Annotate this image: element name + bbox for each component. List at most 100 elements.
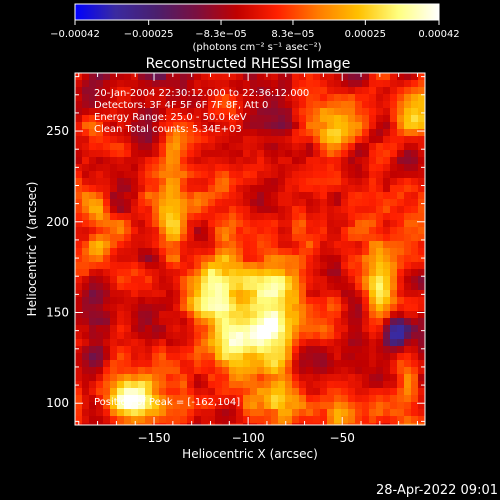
heatmap-cell [152,136,160,144]
heatmap-cell [96,171,104,179]
heatmap-cell [131,346,139,354]
heatmap-cell [89,318,97,326]
heatmap-cell [138,150,146,158]
heatmap-cell [313,101,321,109]
heatmap-cell [404,164,412,172]
heatmap-cell [222,108,230,116]
heatmap-cell [257,213,265,221]
heatmap-cell [159,395,167,403]
heatmap-cell [145,318,153,326]
heatmap-cell [82,262,90,270]
heatmap-cell [180,381,188,389]
heatmap-cell [383,115,391,123]
heatmap-cell [215,402,223,410]
heatmap-cell [355,423,363,426]
heatmap-cell [89,143,97,151]
heatmap-cell [341,115,349,123]
heatmap-cell [152,150,160,158]
heatmap-cell [110,80,118,88]
heatmap-cell [208,402,216,410]
heatmap-cell [376,276,384,284]
heatmap-cell [257,311,265,319]
heatmap-cell [334,150,342,158]
heatmap-cell [117,402,125,410]
heatmap-cell [313,185,321,193]
heatmap-cell [222,206,230,214]
heatmap-cell [257,143,265,151]
heatmap-cell [187,164,195,172]
heatmap-cell [124,339,132,347]
heatmap-cell [201,409,209,417]
heatmap-cell [418,276,426,284]
heatmap-cell [341,227,349,235]
heatmap-cell [348,255,356,263]
heatmap-cell [96,388,104,396]
heatmap-cell [390,416,398,424]
heatmap-cell [292,192,300,200]
heatmap-cell [292,129,300,137]
heatmap-cell [236,220,244,228]
heatmap-cell [362,339,370,347]
heatmap-cell [292,143,300,151]
heatmap-cell [299,388,307,396]
heatmap-cell [187,395,195,403]
heatmap-cell [292,409,300,417]
heatmap-cell [299,409,307,417]
heatmap-cell [187,206,195,214]
heatmap-cell [187,367,195,375]
heatmap-cell [103,87,111,95]
heatmap-cell [243,206,251,214]
heatmap-cell [145,220,153,228]
heatmap-cell [299,381,307,389]
heatmap-cell [166,122,174,130]
heatmap-cell [180,339,188,347]
heatmap-cell [131,276,139,284]
heatmap-cell [369,311,377,319]
heatmap-cell [292,206,300,214]
heatmap-cell [131,255,139,263]
heatmap-cell [264,353,272,361]
heatmap-cell [236,143,244,151]
heatmap-cell [145,185,153,193]
heatmap-cell [320,220,328,228]
heatmap-cell [138,269,146,277]
heatmap-cell [173,150,181,158]
heatmap-cell [313,381,321,389]
heatmap-cell [222,332,230,340]
heatmap-cell [124,325,132,333]
heatmap-cell [222,122,230,130]
heatmap-cell [404,227,412,235]
heatmap-cell [166,171,174,179]
heatmap-cell [355,297,363,305]
heatmap-cell [201,199,209,207]
heatmap-cell [152,164,160,172]
heatmap-cell [292,269,300,277]
heatmap-cell [96,157,104,165]
heatmap-cell [145,199,153,207]
heatmap-cell [159,80,167,88]
heatmap-cell [194,227,202,235]
heatmap-cell [334,136,342,144]
heatmap-cell [390,311,398,319]
heatmap-cell [215,374,223,382]
heatmap-cell [376,255,384,263]
heatmap-cell [173,94,181,102]
heatmap-cell [369,409,377,417]
heatmap-cell [96,360,104,368]
heatmap-cell [383,346,391,354]
heatmap-cell [306,199,314,207]
heatmap-cell [271,255,279,263]
heatmap-cell [152,255,160,263]
heatmap-cell [327,409,335,417]
heatmap-cell [75,136,83,144]
heatmap-cell [292,227,300,235]
heatmap-cell [89,171,97,179]
heatmap-cell [75,185,83,193]
heatmap-cell [166,374,174,382]
heatmap-cell [292,171,300,179]
heatmap-cell [376,325,384,333]
heatmap-cell [355,248,363,256]
heatmap-cell [89,136,97,144]
heatmap-cell [362,360,370,368]
heatmap-cell [215,80,223,88]
